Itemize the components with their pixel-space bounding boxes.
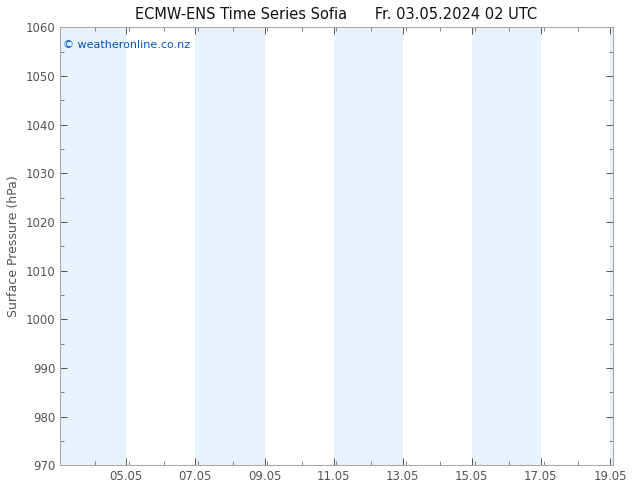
Y-axis label: Surface Pressure (hPa): Surface Pressure (hPa) [7, 175, 20, 317]
Title: ECMW-ENS Time Series Sofia      Fr. 03.05.2024 02 UTC: ECMW-ENS Time Series Sofia Fr. 03.05.202… [136, 7, 538, 22]
Bar [610, 27, 613, 465]
Bar [472, 27, 541, 465]
Text: © weatheronline.co.nz: © weatheronline.co.nz [63, 40, 190, 50]
Bar [195, 27, 264, 465]
Bar [60, 27, 126, 465]
Bar [333, 27, 403, 465]
